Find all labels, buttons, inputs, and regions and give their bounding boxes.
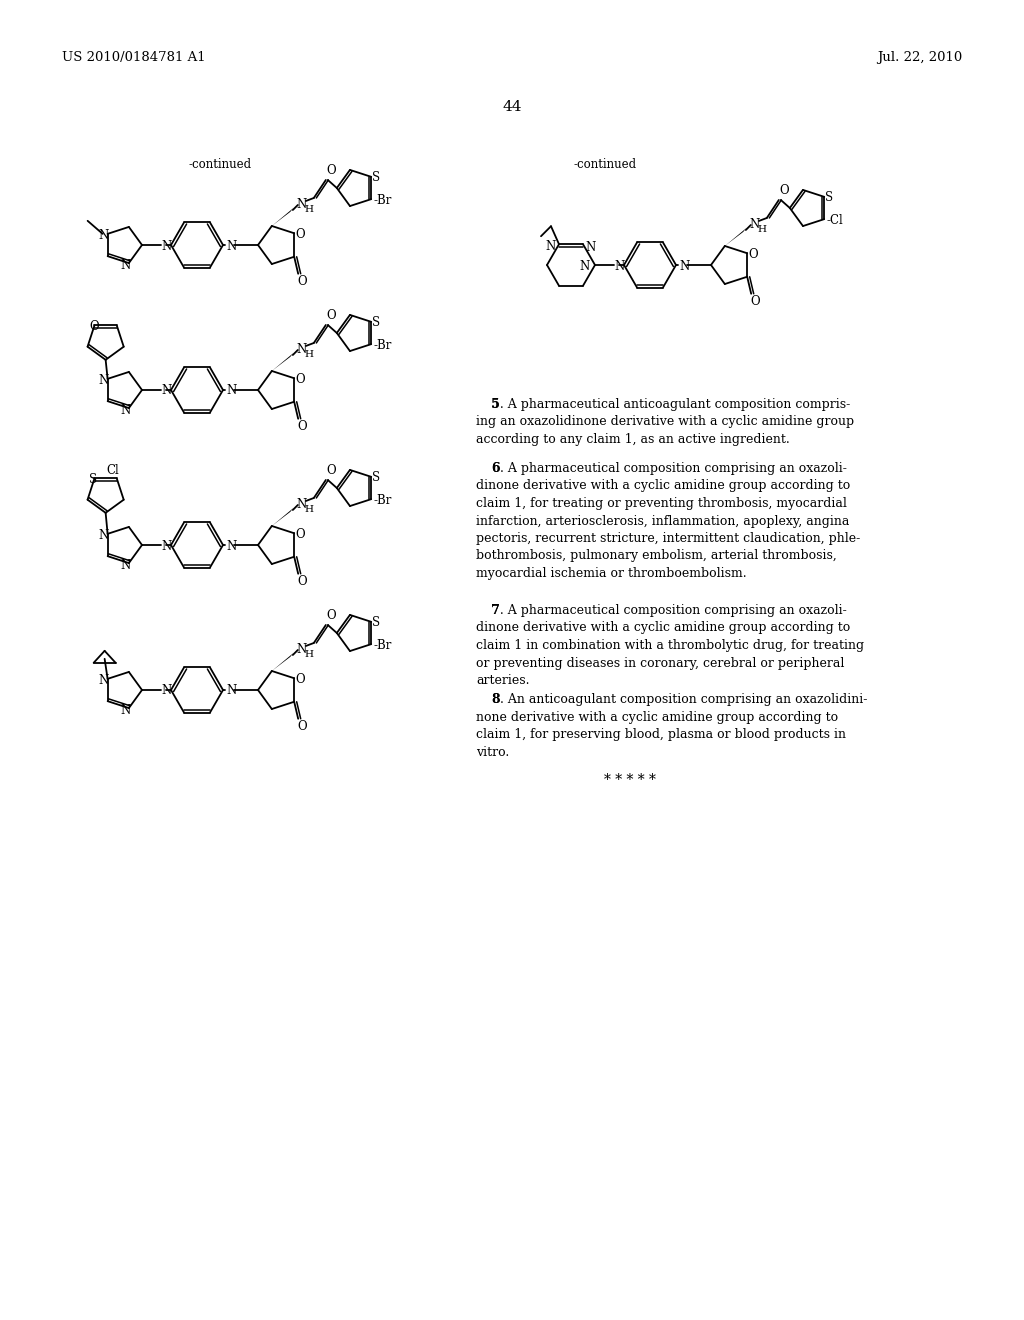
Text: Cl: Cl xyxy=(106,463,120,477)
Text: N: N xyxy=(98,529,109,543)
Text: S: S xyxy=(89,473,97,486)
Text: O: O xyxy=(327,610,337,623)
Text: -continued: -continued xyxy=(573,158,637,172)
Text: -Br: -Br xyxy=(373,494,391,507)
Text: N: N xyxy=(297,198,307,211)
Text: 5. A pharmaceutical anticoagulant composition compris-
ing an oxazolidinone deri: 5. A pharmaceutical anticoagulant compos… xyxy=(476,399,854,446)
Text: N: N xyxy=(98,675,109,688)
Text: O: O xyxy=(297,276,307,288)
Text: N: N xyxy=(750,219,760,231)
Polygon shape xyxy=(271,508,294,525)
Text: O: O xyxy=(295,528,305,541)
Text: O: O xyxy=(327,465,337,478)
Text: H: H xyxy=(305,206,313,214)
Text: N: N xyxy=(297,643,307,656)
Text: S: S xyxy=(372,471,380,484)
Text: N: N xyxy=(297,343,307,356)
Text: N: N xyxy=(585,240,595,253)
Text: N: N xyxy=(98,230,109,243)
Text: N: N xyxy=(161,384,171,397)
Polygon shape xyxy=(271,209,294,226)
Text: -continued: -continued xyxy=(188,158,252,172)
Text: N: N xyxy=(226,239,237,252)
Text: 6. A pharmaceutical composition comprising an oxazoli-
dinone derivative with a : 6. A pharmaceutical composition comprisi… xyxy=(476,462,860,579)
Text: US 2010/0184781 A1: US 2010/0184781 A1 xyxy=(62,50,206,63)
Polygon shape xyxy=(725,228,746,246)
Text: N: N xyxy=(121,704,131,717)
Text: 6: 6 xyxy=(490,462,500,475)
Text: O: O xyxy=(89,319,99,333)
Text: O: O xyxy=(297,721,307,733)
Text: O: O xyxy=(749,248,758,261)
Text: N: N xyxy=(297,499,307,511)
Text: H: H xyxy=(305,506,313,515)
Text: N: N xyxy=(161,540,171,553)
Text: O: O xyxy=(295,228,305,240)
Polygon shape xyxy=(271,352,294,371)
Text: N: N xyxy=(121,259,131,272)
Text: O: O xyxy=(327,165,337,177)
Text: -Cl: -Cl xyxy=(826,214,843,227)
Text: O: O xyxy=(751,296,760,309)
Text: N: N xyxy=(161,239,171,252)
Text: N: N xyxy=(98,375,109,387)
Text: H: H xyxy=(758,226,767,235)
Text: S: S xyxy=(372,317,380,329)
Text: N: N xyxy=(121,404,131,417)
Text: N: N xyxy=(614,260,625,272)
Text: O: O xyxy=(295,673,305,686)
Text: Jul. 22, 2010: Jul. 22, 2010 xyxy=(877,50,962,63)
Text: -Br: -Br xyxy=(373,194,391,207)
Text: S: S xyxy=(372,172,380,185)
Text: H: H xyxy=(305,651,313,660)
Text: 8: 8 xyxy=(490,693,500,706)
Text: -Br: -Br xyxy=(373,639,391,652)
Text: 44: 44 xyxy=(502,100,522,114)
Text: N: N xyxy=(121,558,131,572)
Text: O: O xyxy=(327,309,337,322)
Text: N: N xyxy=(679,260,689,272)
Text: N: N xyxy=(161,685,171,697)
Text: N: N xyxy=(545,240,555,252)
Text: 7. A pharmaceutical composition comprising an oxazoli-
dinone derivative with a : 7. A pharmaceutical composition comprisi… xyxy=(476,605,864,686)
Text: N: N xyxy=(226,685,237,697)
Text: N: N xyxy=(226,540,237,553)
Text: S: S xyxy=(372,616,380,630)
Text: 5: 5 xyxy=(490,399,500,411)
Text: O: O xyxy=(295,372,305,385)
Text: N: N xyxy=(226,384,237,397)
Text: O: O xyxy=(297,576,307,589)
Polygon shape xyxy=(271,653,294,671)
Text: S: S xyxy=(825,191,834,205)
Text: O: O xyxy=(297,420,307,433)
Text: * * * * *: * * * * * xyxy=(604,774,656,787)
Text: -Br: -Br xyxy=(373,339,391,351)
Text: 7: 7 xyxy=(490,605,500,616)
Text: 8. An anticoagulant composition comprising an oxazolidini-
none derivative with : 8. An anticoagulant composition comprisi… xyxy=(476,693,867,759)
Text: H: H xyxy=(305,351,313,359)
Text: N: N xyxy=(579,260,589,273)
Text: O: O xyxy=(780,185,790,198)
